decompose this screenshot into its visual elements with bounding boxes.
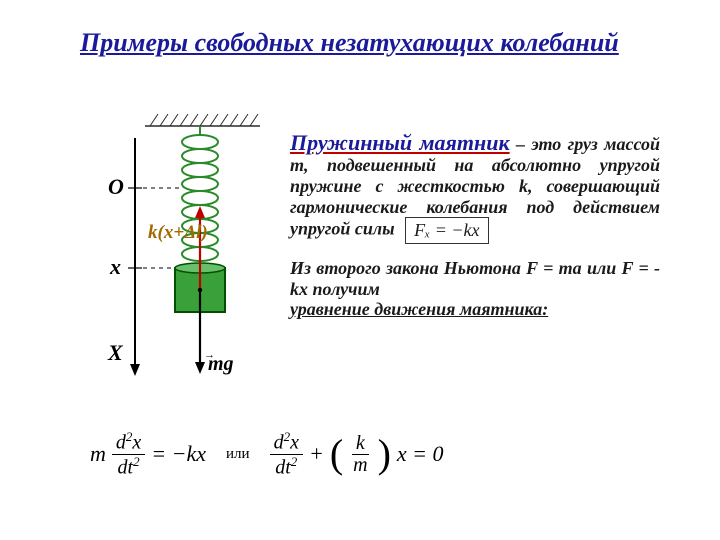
formula-left: m d2xdt2 = −kx xyxy=(90,430,206,478)
newton-text: Из второго закона Ньютона F = ma или F =… xyxy=(290,258,660,299)
page-title: Примеры свободных незатухающих колебаний xyxy=(80,28,619,58)
label-X: X xyxy=(107,340,124,365)
force-formula: Fₓ = −kx xyxy=(405,217,488,244)
formula-row: m d2xdt2 = −kx или d2xdt2 + ( km ) x = 0 xyxy=(90,430,650,478)
formula-right: d2xdt2 + ( km ) x = 0 xyxy=(270,430,444,478)
subtitle-tail: – это xyxy=(510,134,562,154)
spring-pendulum-diagram: O x X k(x+Δl) mg → xyxy=(80,108,270,398)
or-word: или xyxy=(226,446,250,463)
label-x: x xyxy=(109,254,121,279)
newton-block: Из второго закона Ньютона F = ma или F =… xyxy=(290,258,660,320)
definition-block: Пружинный маятник – это груз массой m, п… xyxy=(290,130,660,320)
equation-motion-label: уравнение движения маятника: xyxy=(290,299,548,319)
label-O: O xyxy=(108,174,124,199)
label-spring-force: k(x+Δl) xyxy=(148,222,208,243)
subtitle: Пружинный маятник xyxy=(290,130,510,155)
svg-text:→: → xyxy=(204,349,215,361)
